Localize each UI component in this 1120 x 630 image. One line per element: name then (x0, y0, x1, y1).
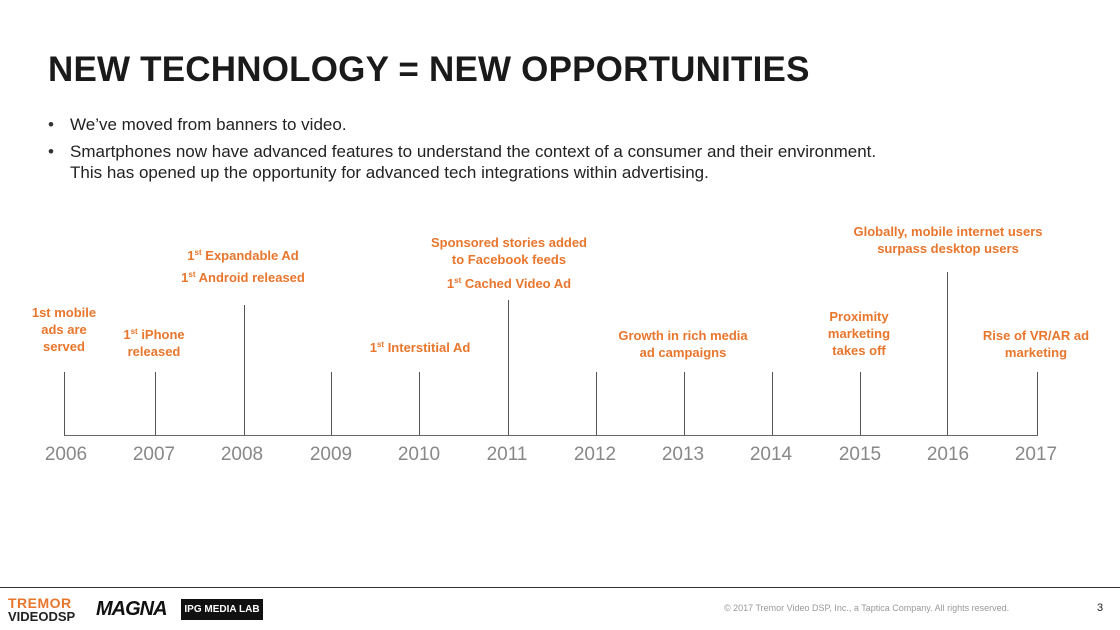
event-2010: 1st Interstitial Ad (369, 340, 471, 355)
tick-2006 (64, 372, 65, 435)
event-2013: Growth in rich media ad campaigns (618, 328, 748, 360)
bullet-item: Smartphones now have advanced features t… (48, 141, 1048, 183)
year-label: 2016 (926, 444, 970, 465)
magna-logo: MAGNA (96, 598, 168, 620)
year-label: 2010 (397, 444, 441, 465)
bullet-line: We’ve moved from banners to video. (70, 115, 347, 134)
timeline-baseline (64, 435, 1038, 436)
bullet-list: We’ve moved from banners to video. Smart… (48, 114, 1048, 189)
ipg-media-lab-logo: IPG MEDIA LAB (181, 599, 263, 620)
tick-2014 (772, 372, 773, 435)
event-2016: Globally, mobile internet users surpass … (853, 224, 1043, 256)
year-label: 2011 (486, 444, 528, 465)
year-label: 2012 (573, 444, 617, 465)
tick-2007 (155, 372, 156, 435)
event-2008-expandable: 1st Expandable Ad (187, 248, 299, 263)
bullet-line: Smartphones now have advanced features t… (70, 142, 877, 161)
year-label: 2017 (1014, 444, 1058, 465)
bullet-line: This has opened up the opportunity for a… (70, 163, 709, 182)
tremor-video-logo: TREMOR VIDEODSP (8, 595, 76, 624)
page-number: 3 (1097, 602, 1104, 614)
tick-2013 (684, 372, 685, 435)
tick-2011 (508, 300, 509, 435)
event-2007: 1st iPhone released (123, 327, 185, 359)
event-2011-facebook: Sponsored stories added to Facebook feed… (430, 235, 588, 267)
year-label: 2006 (44, 444, 88, 465)
bullet-item: We’ve moved from banners to video. (48, 114, 1048, 135)
event-2008-android: 1st Android released (181, 270, 305, 285)
event-2015: Proximity marketing takes off (827, 309, 891, 358)
copyright-text: © 2017 Tremor Video DSP, Inc., a Taptica… (724, 603, 1010, 613)
footer-divider (0, 587, 1120, 588)
tick-2015 (860, 372, 861, 435)
tick-2009 (331, 372, 332, 435)
tick-2016 (947, 272, 948, 435)
tick-2012 (596, 372, 597, 435)
year-label: 2007 (132, 444, 176, 465)
year-label: 2014 (749, 444, 793, 465)
year-label: 2015 (838, 444, 882, 465)
event-2011-cached-video: 1st Cached Video Ad (446, 276, 572, 291)
tick-2008 (244, 305, 245, 435)
year-label: 2008 (220, 444, 264, 465)
year-label: 2009 (309, 444, 353, 465)
event-2017: Rise of VR/AR ad marketing (982, 328, 1090, 360)
timeline: 2006 2007 2008 2009 2010 2011 2012 2013 … (0, 200, 1120, 480)
event-2006: 1st mobile ads are served (31, 305, 97, 354)
year-label: 2013 (661, 444, 705, 465)
slide-title: NEW TECHNOLOGY = NEW OPPORTUNITIES (48, 50, 810, 89)
tick-2017 (1037, 372, 1038, 435)
tick-2010 (419, 372, 420, 435)
